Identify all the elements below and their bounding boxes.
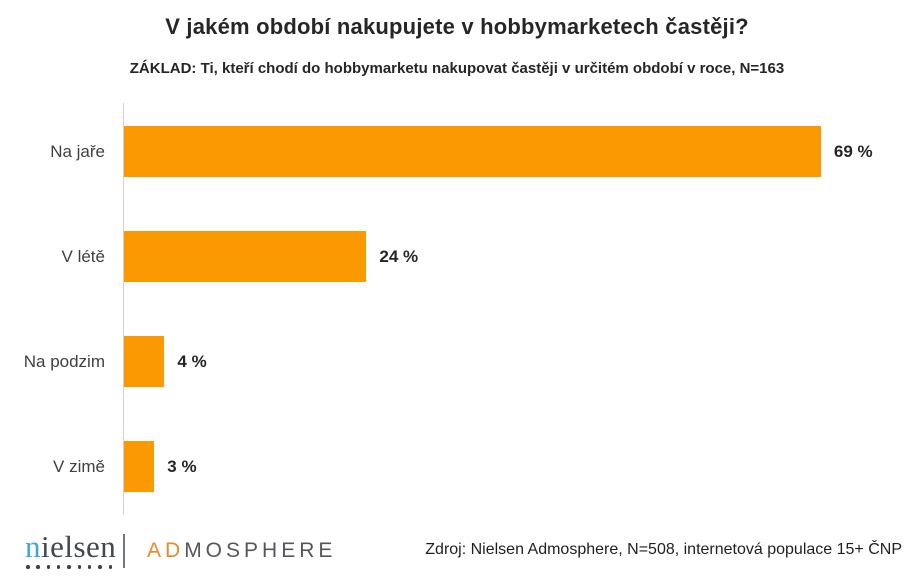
value-label: 4 % [177,351,207,371]
nielsen-logo-dots [26,565,112,569]
value-label: 3 % [167,456,197,476]
nielsen-logo-dot [56,565,61,569]
bar [124,441,155,492]
logo-separator [123,534,125,568]
value-label: 69 % [833,141,873,161]
source-note: Zdroj: Nielsen Admosphere, N=508, intern… [425,541,902,558]
category-label: V létě [61,246,105,266]
footer: nielsen ADMOSPHERE Zdroj: Nielsen Admosp… [0,528,914,582]
bar [124,336,165,387]
bar-row: Na podzim 4 % [0,336,914,387]
nielsen-logo-first-letter: n [25,529,41,564]
admosphere-logo-prefix: AD [147,539,185,562]
nielsen-logo-dot [108,565,112,569]
nielsen-logo: nielsen [25,529,117,564]
nielsen-logo-dot [26,565,30,569]
bar [124,126,821,177]
chart-subtitle: ZÁKLAD: Ti, kteří chodí do hobbymarketu … [129,60,785,77]
value-label: 24 % [379,246,419,266]
category-label: V zimě [53,456,105,476]
nielsen-logo-dot [77,565,82,569]
nielsen-logo-dot [98,565,102,569]
admosphere-logo: ADMOSPHERE [147,539,336,563]
nielsen-logo-dot [87,565,92,569]
category-label: Na podzim [23,351,105,371]
bar [124,231,367,282]
chart-title: V jakém období nakupujete v hobbymarkete… [165,14,749,39]
category-axis-line [123,103,124,515]
bar-row: Na jaře 69 % [0,126,914,177]
category-label: Na jaře [50,141,105,161]
bar-row: V létě 24 % [0,231,914,282]
bar-row: V zimě 3 % [0,441,914,492]
admosphere-logo-rest: MOSPHERE [184,539,337,562]
nielsen-logo-dot [67,565,71,569]
nielsen-logo-dot [36,565,40,569]
nielsen-logo-dot [46,565,51,569]
nielsen-logo-rest: ielsen [41,529,117,564]
